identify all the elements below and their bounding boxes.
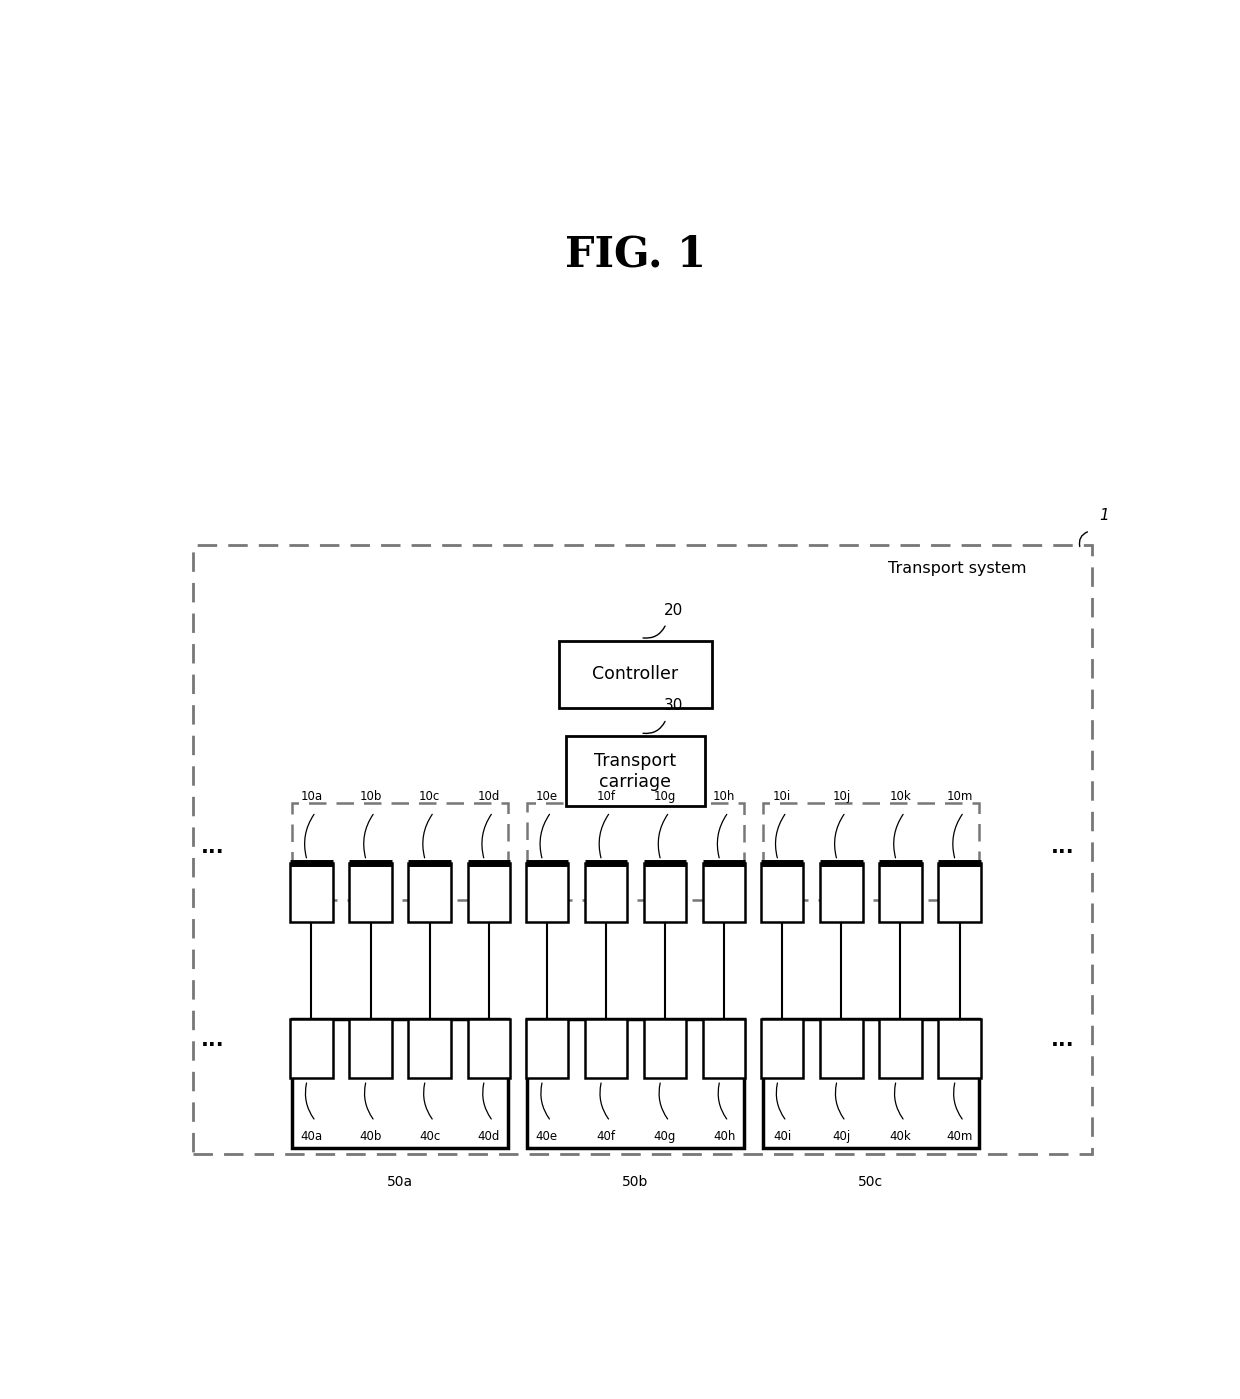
Text: 40j: 40j [832, 1130, 851, 1143]
Text: ...: ... [201, 837, 224, 856]
Text: 10a: 10a [300, 790, 322, 803]
Text: 10k: 10k [889, 790, 911, 803]
Text: 10i: 10i [774, 790, 791, 803]
FancyBboxPatch shape [408, 863, 451, 922]
FancyBboxPatch shape [703, 863, 745, 922]
FancyBboxPatch shape [644, 863, 686, 922]
FancyBboxPatch shape [939, 863, 981, 922]
Text: 40h: 40h [713, 1130, 735, 1143]
FancyBboxPatch shape [820, 863, 863, 922]
FancyBboxPatch shape [879, 863, 921, 922]
Text: 40i: 40i [774, 1130, 791, 1143]
Text: 40d: 40d [477, 1130, 500, 1143]
FancyBboxPatch shape [527, 1018, 744, 1149]
FancyBboxPatch shape [763, 1018, 980, 1149]
FancyBboxPatch shape [291, 1018, 508, 1149]
FancyBboxPatch shape [526, 1018, 568, 1079]
Text: ...: ... [201, 1031, 224, 1051]
Text: 50b: 50b [622, 1175, 649, 1189]
Text: 20: 20 [665, 603, 683, 618]
FancyBboxPatch shape [703, 1018, 745, 1079]
Text: 1: 1 [1100, 508, 1110, 523]
FancyBboxPatch shape [290, 863, 332, 922]
Text: 10m: 10m [946, 790, 973, 803]
Text: ...: ... [1052, 1031, 1075, 1051]
FancyBboxPatch shape [761, 1018, 804, 1079]
Text: 10e: 10e [536, 790, 558, 803]
FancyBboxPatch shape [558, 641, 712, 708]
FancyBboxPatch shape [585, 863, 627, 922]
Text: 40b: 40b [360, 1130, 382, 1143]
Text: 10g: 10g [653, 790, 676, 803]
Text: Controller: Controller [593, 665, 678, 683]
Text: 40k: 40k [889, 1130, 911, 1143]
Text: 10c: 10c [419, 790, 440, 803]
FancyBboxPatch shape [526, 863, 568, 922]
Text: Transport system: Transport system [888, 561, 1027, 576]
FancyBboxPatch shape [939, 1018, 981, 1079]
Text: 40c: 40c [419, 1130, 440, 1143]
FancyBboxPatch shape [408, 1018, 451, 1079]
Text: 50a: 50a [387, 1175, 413, 1189]
Text: 40m: 40m [946, 1130, 973, 1143]
Text: 10f: 10f [596, 790, 615, 803]
Text: 40e: 40e [536, 1130, 558, 1143]
FancyBboxPatch shape [879, 1018, 921, 1079]
FancyBboxPatch shape [527, 803, 744, 901]
Text: 40f: 40f [596, 1130, 615, 1143]
FancyBboxPatch shape [820, 1018, 863, 1079]
FancyBboxPatch shape [763, 803, 980, 901]
FancyBboxPatch shape [193, 546, 1092, 1154]
FancyBboxPatch shape [467, 1018, 510, 1079]
Text: 10h: 10h [713, 790, 735, 803]
Text: Transport
carriage: Transport carriage [594, 751, 677, 790]
FancyBboxPatch shape [585, 1018, 627, 1079]
FancyBboxPatch shape [350, 1018, 392, 1079]
Text: 40g: 40g [653, 1130, 676, 1143]
FancyBboxPatch shape [761, 863, 804, 922]
FancyBboxPatch shape [350, 863, 392, 922]
Text: 30: 30 [665, 698, 683, 713]
Text: FIG. 1: FIG. 1 [565, 234, 706, 276]
FancyBboxPatch shape [644, 1018, 686, 1079]
FancyBboxPatch shape [291, 803, 508, 901]
FancyBboxPatch shape [290, 1018, 332, 1079]
Text: 50c: 50c [858, 1175, 884, 1189]
Text: 10d: 10d [477, 790, 500, 803]
Text: ...: ... [1052, 837, 1075, 856]
Text: 40a: 40a [300, 1130, 322, 1143]
FancyBboxPatch shape [467, 863, 510, 922]
Text: 10j: 10j [832, 790, 851, 803]
FancyBboxPatch shape [565, 736, 706, 806]
Text: 10b: 10b [360, 790, 382, 803]
